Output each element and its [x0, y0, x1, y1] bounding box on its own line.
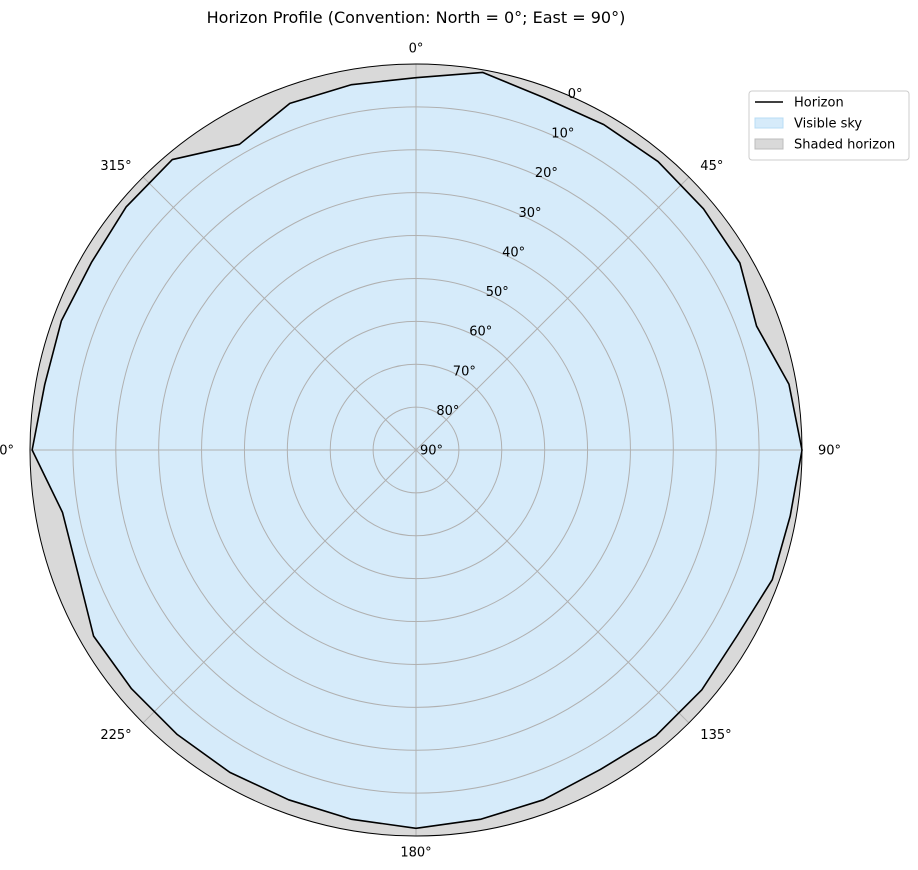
- polar-frame: [29, 63, 803, 837]
- angular-tick-label: 45°: [700, 159, 723, 174]
- angular-tick-label: 180°: [400, 846, 431, 861]
- legend-label: Horizon: [794, 96, 844, 111]
- horizon-line: [31, 71, 803, 830]
- radial-tick-label: 50°: [486, 285, 509, 300]
- angular-gridline: [142, 449, 417, 724]
- radial-tick-label: 40°: [502, 245, 525, 260]
- radial-tick-label: 30°: [519, 206, 542, 221]
- angular-tick-label: 0°: [409, 42, 424, 57]
- angular-tick-label: 270°: [0, 444, 14, 459]
- radial-tick-label: 90°: [420, 444, 443, 459]
- legend: Horizon Visible sky Shaded horizon: [748, 90, 910, 161]
- chart-title: Horizon Profile (Convention: North = 0°;…: [207, 8, 626, 27]
- legend-swatch-patch: [754, 138, 784, 150]
- angular-tick-label: 315°: [100, 159, 131, 174]
- angular-tick-label: 90°: [818, 444, 841, 459]
- legend-label: Shaded horizon: [794, 138, 895, 153]
- legend-box: [748, 90, 910, 161]
- legend-label: Visible sky: [794, 117, 862, 132]
- radial-tick-label: 80°: [436, 404, 459, 419]
- radial-tick-label: 60°: [469, 325, 492, 340]
- angular-tick-label: 225°: [100, 728, 131, 743]
- radial-tick-label: 20°: [535, 166, 558, 181]
- radial-tick-label: 10°: [551, 127, 574, 142]
- angular-gridline: [415, 449, 690, 724]
- legend-swatch-patch: [754, 117, 784, 129]
- angular-gridline: [142, 176, 417, 451]
- radial-tick-label: 0°: [568, 87, 583, 102]
- angular-tick-label: 135°: [700, 728, 731, 743]
- radial-tick-label: 70°: [453, 364, 476, 379]
- angular-gridline: [415, 176, 690, 451]
